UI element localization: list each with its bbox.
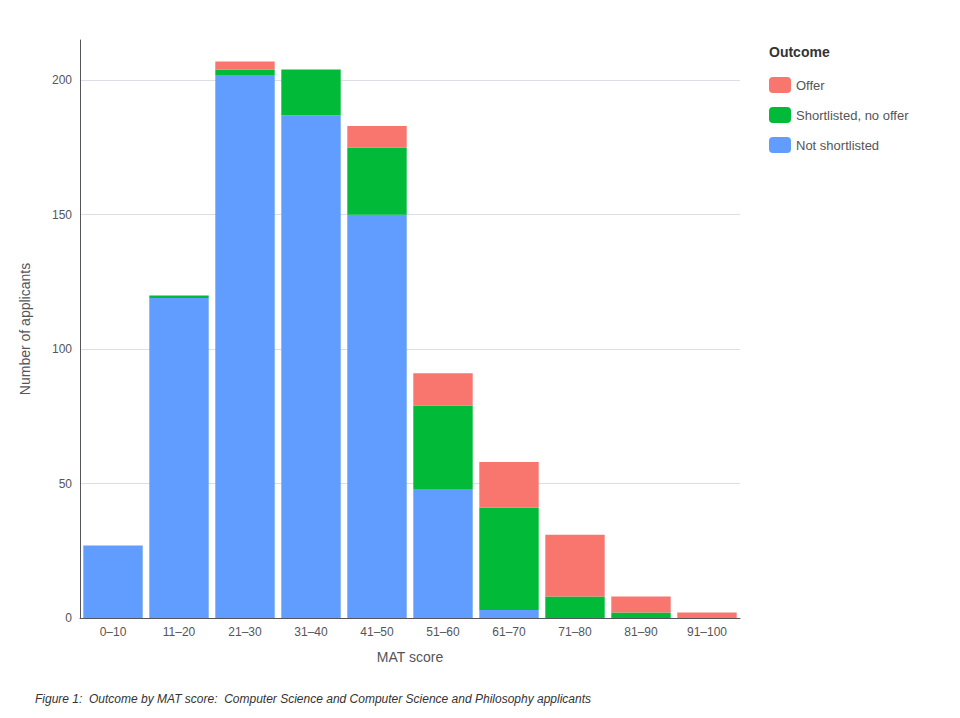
svg-text:Not shortlisted: Not shortlisted [796,138,879,153]
svg-text:Number of applicants: Number of applicants [17,263,33,395]
svg-text:0: 0 [65,611,72,625]
svg-text:Shortlisted, no offer: Shortlisted, no offer [796,108,909,123]
svg-text:21–30: 21–30 [228,625,262,639]
svg-text:41–50: 41–50 [360,625,394,639]
svg-text:MAT score: MAT score [377,649,444,665]
svg-text:150: 150 [52,208,72,222]
svg-text:Offer: Offer [796,78,825,93]
svg-text:200: 200 [52,73,72,87]
svg-text:100: 100 [52,342,72,356]
svg-text:51–60: 51–60 [426,625,460,639]
svg-text:31–40: 31–40 [294,625,328,639]
svg-text:50: 50 [59,477,73,491]
svg-text:71–80: 71–80 [558,625,592,639]
svg-text:Figure 1: Outcome by MAT scor: Figure 1: Outcome by MAT score: Computer… [35,692,591,706]
svg-text:Outcome: Outcome [769,44,830,60]
svg-text:91–100: 91–100 [687,625,727,639]
svg-text:61–70: 61–70 [492,625,526,639]
svg-text:0–10: 0–10 [100,625,127,639]
svg-text:11–20: 11–20 [163,625,196,639]
svg-text:81–90: 81–90 [624,625,658,639]
